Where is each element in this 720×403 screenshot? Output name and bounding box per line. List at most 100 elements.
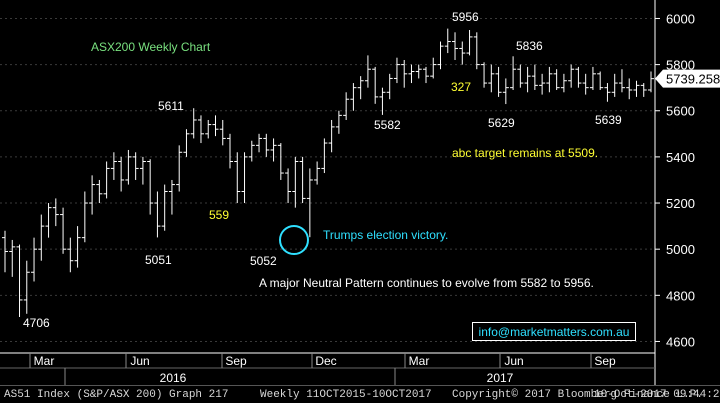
ohlc-bar — [81, 191, 88, 243]
ohlc-bar — [452, 32, 459, 60]
ohlc-bar — [234, 152, 241, 204]
label-5956: 5956 — [452, 10, 479, 24]
ohlc-bar — [154, 191, 161, 238]
x-month-label: Dec — [315, 354, 336, 368]
ohlc-bar — [633, 80, 640, 97]
ohlc-bar — [263, 133, 270, 157]
ohlc-bar — [575, 66, 582, 88]
ohlc-bar — [96, 179, 103, 204]
annotations: ASX200 Weekly Chart 5611 4706 5051 559 5052 55… — [23, 10, 622, 330]
ohlc-bar — [314, 161, 321, 185]
ohlc-bar — [227, 133, 234, 169]
ohlc-bar — [256, 133, 263, 153]
ohlc-bar — [401, 59, 408, 88]
ohlc-bar — [212, 115, 219, 137]
ohlc-bar — [2, 230, 8, 273]
ohlc-bar — [197, 115, 204, 144]
ohlc-bar — [546, 66, 553, 93]
ohlc-bar — [459, 41, 466, 65]
ohlc-bar — [517, 64, 524, 88]
ohlc-bar — [495, 66, 502, 97]
footer-period: Weekly 11OCT2015-10OCT2017 — [260, 389, 432, 401]
bloomberg-footer: AS51 Index (S&P/ASX 200) Graph 217 Weekl… — [0, 385, 720, 403]
election-circle — [279, 225, 309, 255]
ohlc-bar — [205, 119, 212, 139]
chart-title: ASX200 Weekly Chart — [91, 40, 211, 54]
label-4706: 4706 — [23, 316, 50, 330]
ohlc-bar — [125, 149, 132, 185]
ohlc-bar — [161, 184, 168, 231]
ohlc-bar — [89, 175, 96, 215]
ohlc-bar — [147, 159, 154, 215]
label-5639: 5639 — [595, 113, 622, 127]
ohlc-bar — [444, 28, 451, 54]
ohlc-bar — [190, 108, 197, 139]
ohlc-bar — [386, 73, 393, 100]
ohlc-bar — [531, 64, 538, 90]
ohlc-bar — [306, 168, 313, 238]
ohlc-bar — [60, 207, 67, 254]
ohlc-bar — [45, 203, 52, 238]
ohlc-bar — [430, 57, 437, 79]
ohlc-bar — [103, 161, 110, 199]
ohlc-bar — [582, 73, 589, 95]
neutral-pattern-note: A major Neutral Pattern continues to evo… — [259, 276, 594, 290]
email-link[interactable]: info@marketmatters.com.au — [472, 322, 636, 341]
ohlc-bar — [321, 138, 328, 174]
y-tick-label: 4600 — [666, 334, 695, 349]
abc-target-note: abc target remains at 5509. — [452, 146, 598, 160]
ohlc-bar — [23, 260, 30, 314]
ohlc-bar — [328, 119, 335, 153]
ohlc-bar — [299, 156, 306, 204]
ohlc-bar — [488, 64, 495, 93]
ohlc-bar — [589, 66, 596, 90]
ohlc-bar — [408, 64, 415, 84]
ohlc-bar — [248, 140, 255, 162]
x-month-label: Sep — [225, 354, 247, 368]
x-month-label: Jun — [130, 354, 149, 368]
x-month-label: Jun — [504, 354, 523, 368]
ohlc-bars — [2, 28, 654, 318]
ohlc-bar — [110, 152, 117, 180]
footer-timestamp: 10-Oct-2017 09:44:26 — [594, 389, 720, 401]
label-327: 327 — [451, 80, 471, 94]
x-month-label: Sep — [594, 354, 616, 368]
label-5611: 5611 — [158, 99, 184, 113]
x-month-label: Mar — [409, 354, 430, 368]
ohlc-bar — [626, 78, 633, 100]
ohlc-bar — [648, 71, 654, 93]
ohlc-bar — [473, 32, 480, 70]
label-559: 559 — [209, 208, 229, 222]
ohlc-bar — [560, 73, 567, 93]
ohlc-bar — [139, 156, 146, 185]
ohlc-bar — [176, 145, 183, 192]
footer-security: AS51 Index (S&P/ASX 200) Graph 217 — [4, 389, 229, 401]
price-axis: 4600 4800 5000 5200 5400 5600 5800 6000 5739.258 — [654, 0, 720, 385]
label-5836: 5836 — [516, 39, 543, 53]
ohlc-bar — [335, 110, 342, 134]
ohlc-bar — [379, 87, 386, 115]
ohlc-bar — [74, 226, 81, 268]
ohlc-bar — [132, 152, 139, 180]
ohlc-bar — [118, 156, 125, 192]
ohlc-bar — [9, 239, 16, 277]
gridlines — [0, 17, 655, 342]
ohlc-bar — [285, 168, 292, 204]
y-tick-label: 5600 — [666, 104, 695, 119]
election-note: Trumps election victory. — [323, 228, 448, 242]
ohlc-bar — [553, 69, 560, 90]
ohlc-bar — [343, 92, 350, 120]
label-5582: 5582 — [374, 118, 401, 132]
ohlc-bar — [415, 64, 422, 79]
ohlc-bar — [597, 71, 604, 90]
label-5052: 5052 — [250, 254, 277, 268]
y-tick-label: 5800 — [666, 58, 695, 73]
ohlc-bar — [241, 152, 248, 204]
ohlc-bar — [611, 73, 618, 97]
ohlc-bar — [604, 83, 611, 102]
ohlc-bar — [502, 78, 509, 105]
y-tick-label: 5400 — [666, 150, 695, 165]
ohlc-bar — [67, 237, 74, 273]
